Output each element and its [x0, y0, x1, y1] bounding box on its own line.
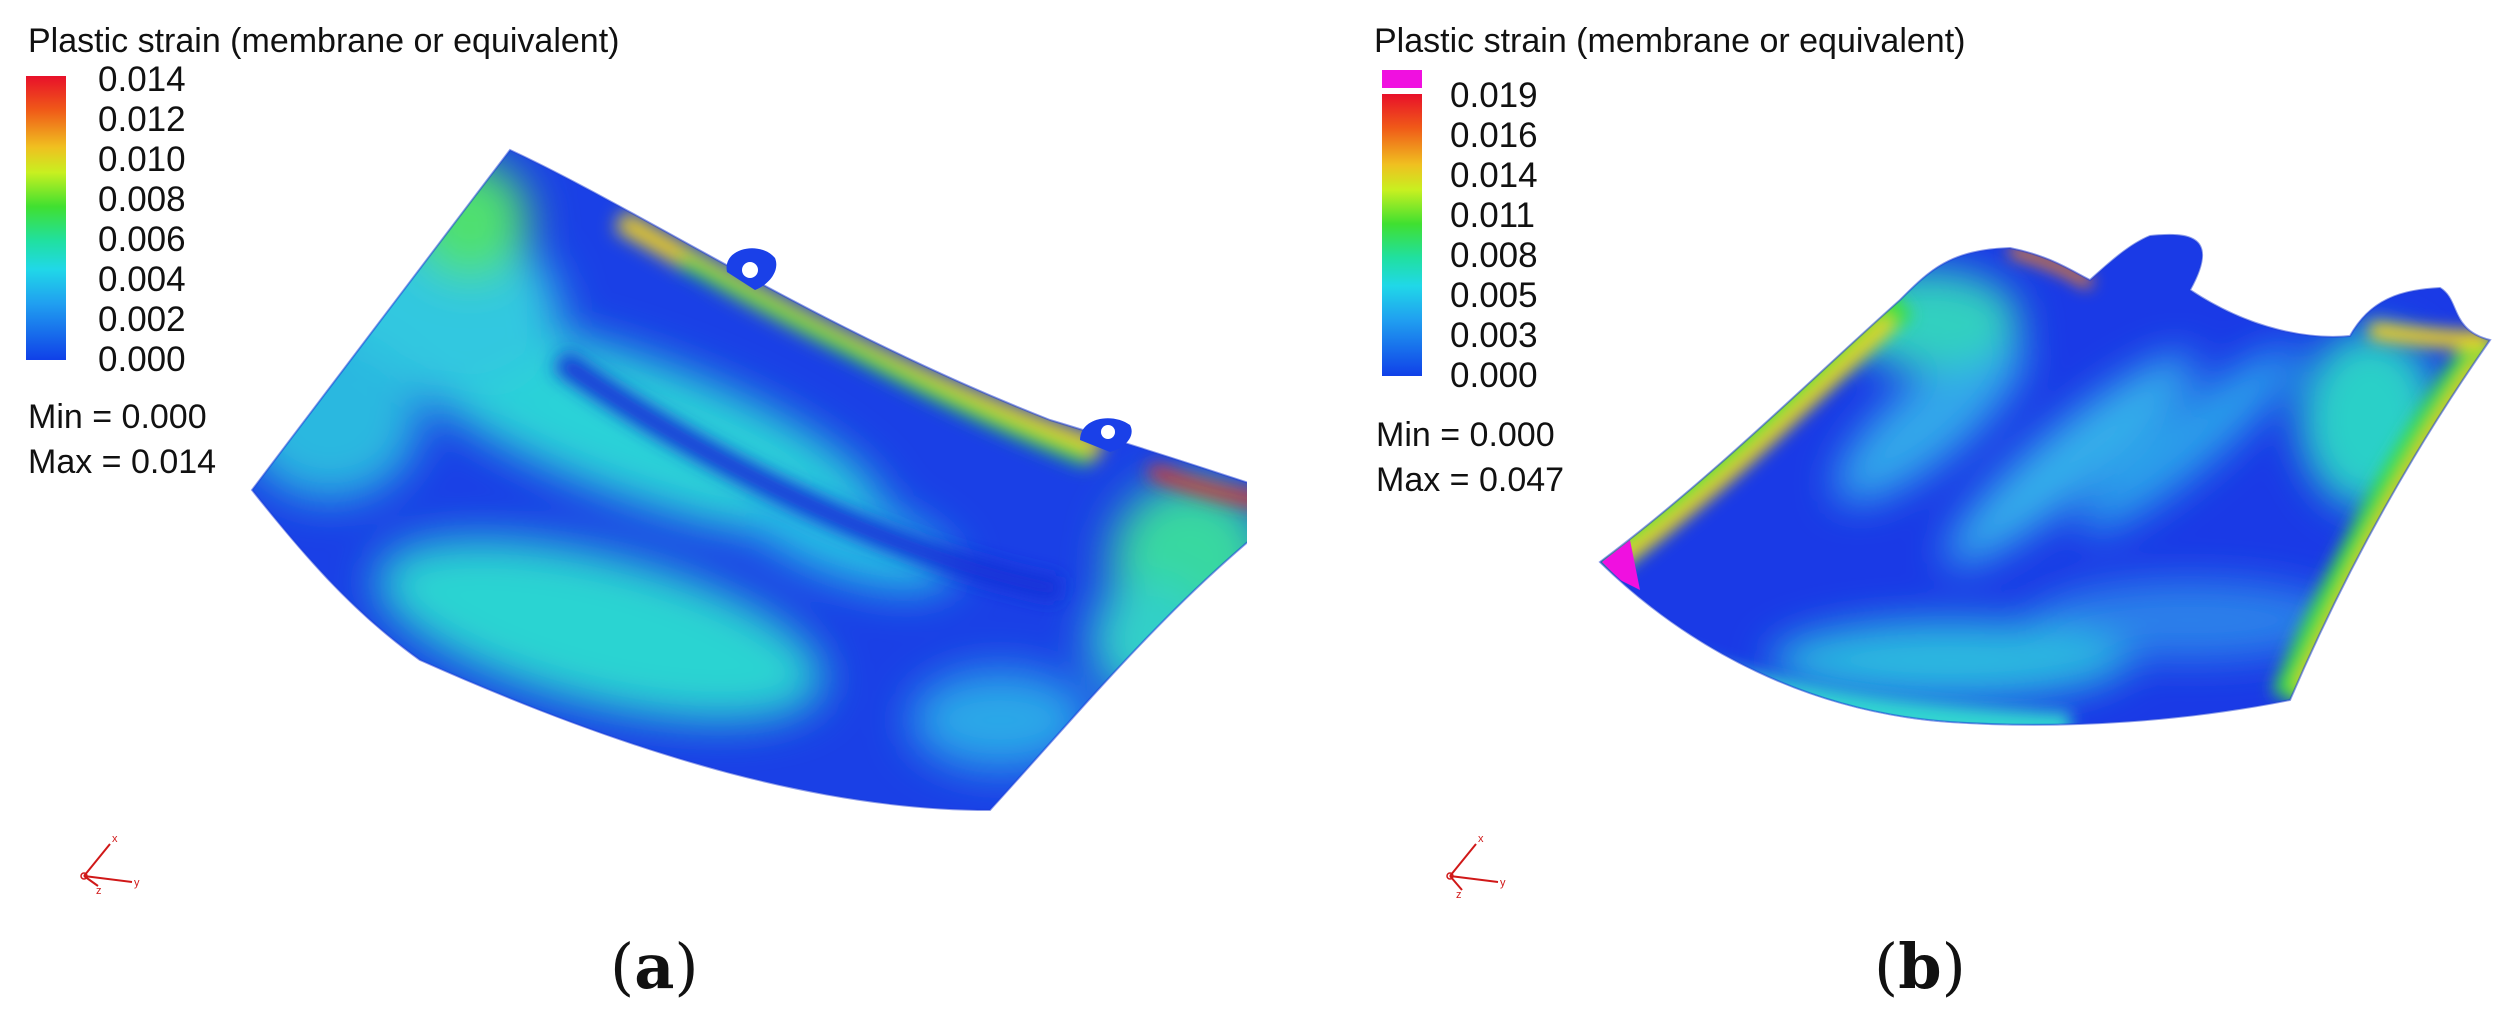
- max-value: 0.047: [1478, 461, 1565, 499]
- tick-label: 0.004: [98, 260, 186, 299]
- axis-z-label: z: [96, 885, 102, 897]
- tick-label: 0.010: [98, 140, 186, 179]
- tick-label: 0.012: [98, 100, 186, 139]
- axis-y-label: y: [134, 877, 140, 889]
- max-readout: Max = 0.014: [28, 443, 216, 482]
- colorbar: [26, 76, 66, 360]
- min-value: 0.000: [1469, 416, 1555, 454]
- axis-y-label: y: [1500, 877, 1506, 889]
- tick-label: 0.000: [1450, 356, 1538, 395]
- axis-z-label: z: [1456, 889, 1462, 900]
- tick-label: 0.003: [1450, 316, 1538, 355]
- tick-label: 0.008: [98, 180, 186, 219]
- axis-triad-icon: x y z: [1446, 833, 1506, 900]
- colorbar-title: Plastic strain (membrane or equivalent): [28, 22, 620, 60]
- axis-triad-icon: x y z: [80, 833, 140, 897]
- axis-x-label: x: [1478, 833, 1484, 845]
- tick-label: 0.006: [98, 220, 186, 259]
- axis-x-label: x: [112, 833, 118, 845]
- min-label: Min =: [1376, 416, 1470, 454]
- min-value: 0.000: [121, 398, 207, 436]
- tick-label: 0.016: [1450, 116, 1538, 155]
- tick-label: 0.011: [1450, 196, 1535, 235]
- tick-label: 0.008: [1450, 236, 1538, 275]
- tick-label: 0.000: [98, 340, 186, 379]
- tick-label: 0.005: [1450, 276, 1538, 315]
- max-value: 0.014: [130, 443, 217, 481]
- tick-label: 0.014: [1450, 156, 1538, 195]
- plastic-strain-contour-plot: [250, 148, 1247, 812]
- max-readout: Max = 0.047: [1376, 461, 1564, 500]
- min-readout: Min = 0.000: [1376, 416, 1555, 455]
- min-readout: Min = 0.000: [28, 398, 207, 437]
- plate-b: [1600, 234, 2490, 725]
- plastic-strain-contour-plot: [1598, 233, 2492, 726]
- panel-a: Plastic strain (membrane or equivalent) …: [0, 0, 1247, 1023]
- mounting-tab-1: [726, 248, 777, 290]
- min-label: Min =: [28, 398, 122, 436]
- panel-caption: (a): [610, 930, 699, 1003]
- colorbar-title: Plastic strain (membrane or equivalent): [1374, 22, 1966, 60]
- max-label: Max =: [28, 443, 131, 481]
- colorbar-over-range: [1382, 70, 1422, 88]
- tick-label: 0.019: [1450, 76, 1538, 115]
- tick-label: 0.014: [98, 60, 186, 99]
- panel-caption: (b): [1874, 930, 1966, 1003]
- colorbar: [1382, 94, 1422, 376]
- panel-b: Plastic strain (membrane or equivalent) …: [1290, 0, 2495, 1023]
- tick-label: 0.002: [98, 300, 186, 339]
- max-label: Max =: [1376, 461, 1479, 499]
- plate-a: [252, 150, 1247, 810]
- mounting-tab-2: [1080, 418, 1132, 452]
